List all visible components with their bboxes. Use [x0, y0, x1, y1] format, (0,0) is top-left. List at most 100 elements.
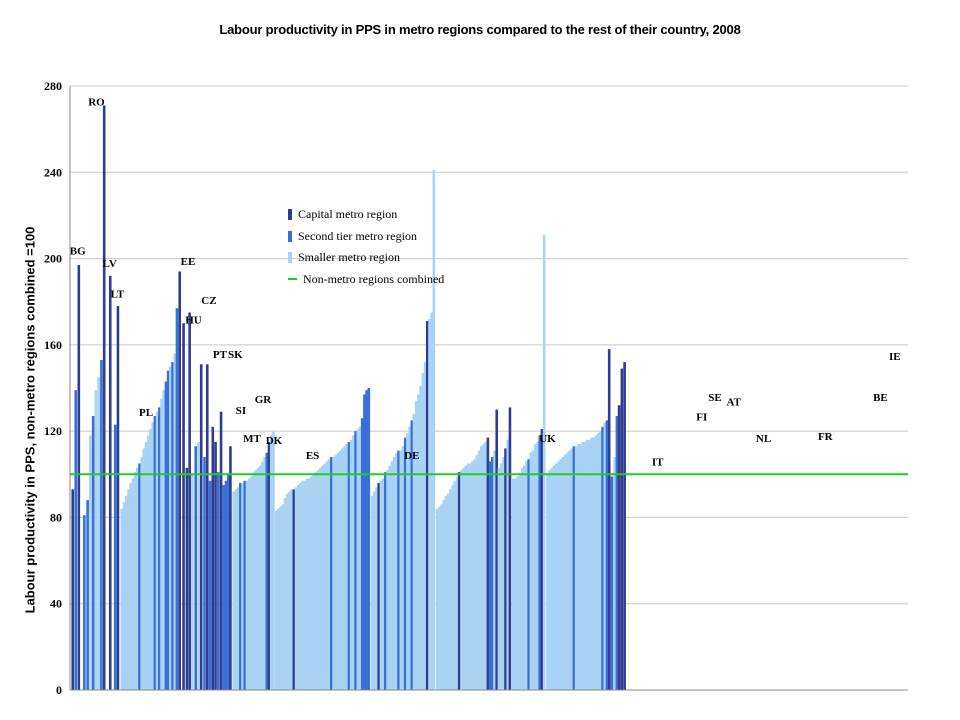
- bar-capital: [199, 364, 203, 690]
- country-label: PL: [139, 407, 153, 419]
- bar-smaller: [568, 450, 571, 690]
- bar-smaller: [511, 478, 515, 690]
- bar-capital: [540, 428, 544, 690]
- country-label: AT: [727, 396, 742, 408]
- bar-smaller: [144, 441, 148, 690]
- legend-swatch: [288, 230, 292, 242]
- bar-smaller: [392, 457, 396, 690]
- bar-smaller: [588, 439, 591, 690]
- bar-smaller: [464, 465, 468, 690]
- bar-capital: [508, 407, 512, 690]
- bar-smaller: [506, 439, 510, 690]
- bar-capital: [504, 448, 507, 690]
- bar-smaller: [349, 439, 353, 690]
- bar-smaller: [594, 435, 598, 690]
- bar-smaller: [343, 446, 346, 690]
- bar-smaller: [254, 469, 258, 690]
- bar-capital: [188, 312, 191, 690]
- bar-smaller: [419, 385, 422, 690]
- bar-capital: [377, 482, 381, 690]
- bar-smaller: [236, 487, 240, 690]
- bar-smaller: [303, 480, 307, 690]
- bar-second: [491, 457, 494, 690]
- bar-smaller: [124, 495, 128, 690]
- bar-capital: [486, 437, 490, 690]
- bar-capital: [425, 321, 429, 690]
- bar-second: [601, 426, 604, 690]
- y-tick-label: 0: [56, 683, 62, 697]
- bar-smaller: [414, 400, 418, 690]
- bar-smaller: [252, 472, 255, 690]
- bar-smaller: [468, 463, 472, 690]
- chart-title: Labour productivity in PPS in metro regi…: [219, 22, 741, 37]
- bar-smaller: [162, 390, 166, 690]
- bar-smaller: [438, 506, 441, 690]
- bar-smaller: [283, 498, 287, 690]
- country-label: FI: [696, 411, 707, 423]
- legend-item: Capital metro region: [288, 204, 444, 226]
- bar-smaller: [310, 476, 313, 690]
- bar-smaller: [559, 459, 562, 690]
- bar-second: [572, 446, 576, 690]
- bar-smaller: [493, 450, 496, 690]
- bar-smaller: [399, 450, 403, 690]
- bar-smaller: [561, 457, 565, 690]
- bar-capital: [457, 472, 461, 690]
- y-tick-label: 120: [44, 424, 62, 438]
- bar-smaller: [577, 444, 580, 690]
- bar-smaller: [453, 480, 457, 690]
- bar-smaller: [338, 450, 342, 690]
- bar-smaller: [269, 435, 273, 690]
- bar-smaller: [590, 437, 593, 690]
- bar-second: [113, 424, 117, 690]
- bar-smaller: [127, 489, 130, 690]
- legend-swatch: [288, 278, 297, 281]
- bar-smaller: [421, 372, 425, 690]
- bar-capital: [623, 362, 626, 690]
- bar-smaller: [531, 450, 535, 690]
- bar-capital: [102, 105, 106, 690]
- bar-smaller: [599, 431, 602, 690]
- bar-smaller: [149, 428, 152, 690]
- bar-smaller: [336, 452, 340, 690]
- bar-second: [203, 457, 206, 690]
- bar-smaller: [466, 463, 470, 690]
- bar-smaller: [557, 461, 560, 690]
- legend-swatch: [288, 209, 292, 221]
- bar-second: [194, 446, 197, 690]
- bar-smaller: [603, 422, 607, 690]
- bar-second: [83, 515, 86, 690]
- country-labels: BG RO LV LT PL EE HU CZ PT SK SI MT GR DK ES DE UK IT FISE…: [70, 96, 901, 468]
- bar-smaller: [401, 446, 405, 690]
- bar-second: [217, 472, 220, 690]
- bar-second: [538, 435, 542, 690]
- country-label: CZ: [201, 295, 216, 307]
- bar-smaller: [529, 452, 533, 690]
- bar-smaller: [133, 472, 137, 690]
- bar-second: [239, 482, 242, 690]
- bar-second: [153, 416, 157, 690]
- bar-smaller: [285, 493, 289, 690]
- bar-smaller: [94, 390, 98, 690]
- bar-smaller: [370, 495, 374, 690]
- bar-capital: [617, 405, 621, 690]
- bar-smaller: [440, 504, 443, 690]
- bar-capital: [182, 323, 185, 690]
- bar-smaller: [518, 474, 522, 690]
- bar-smaller: [155, 411, 159, 690]
- legend-label: Capital metro region: [298, 207, 398, 222]
- bar-smaller: [592, 437, 596, 690]
- bar-second: [397, 450, 400, 690]
- bar-smaller: [449, 489, 452, 690]
- bar-smaller: [97, 377, 100, 690]
- bar-smaller: [386, 469, 389, 690]
- bar-smaller: [272, 431, 275, 690]
- legend-item: Second tier metro region: [288, 226, 444, 248]
- bar-smaller: [417, 394, 420, 690]
- country-label: NL: [756, 433, 771, 445]
- bar-second: [100, 359, 103, 690]
- bar-capital: [607, 349, 611, 690]
- bar-smaller: [534, 444, 537, 690]
- bar-smaller: [258, 465, 262, 690]
- y-tick-label: 160: [44, 338, 62, 352]
